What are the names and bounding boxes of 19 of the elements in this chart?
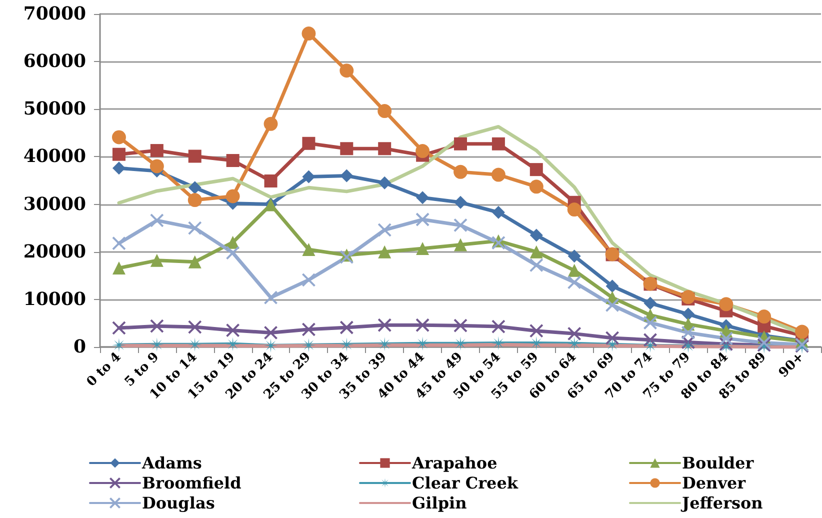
legend-label: Denver (682, 474, 746, 492)
legend-label: Gilpin (412, 494, 468, 512)
y-tick-label: 60000 (23, 51, 86, 72)
y-tick-label: 20000 (23, 241, 86, 262)
legend-label: Broomfield (142, 474, 242, 492)
y-tick-label: 70000 (23, 4, 86, 24)
y-tick-label: 10000 (23, 288, 86, 310)
y-tick-label: 30000 (23, 194, 86, 215)
y-tick-label: 40000 (23, 146, 86, 168)
legend-label: Jefferson (680, 494, 764, 512)
legend-label: Douglas (142, 494, 215, 512)
legend-label: Adams (141, 454, 202, 472)
y-tick-label: 0 (73, 336, 86, 358)
legend-label: Boulder (682, 454, 754, 472)
x-tick-label: 0 to 4 (84, 350, 124, 390)
legend-label: Clear Creek (412, 474, 519, 492)
x-tick-label: 90+ (776, 350, 808, 381)
legend-label: Arapahoe (411, 454, 498, 472)
y-tick-label: 50000 (23, 98, 86, 120)
